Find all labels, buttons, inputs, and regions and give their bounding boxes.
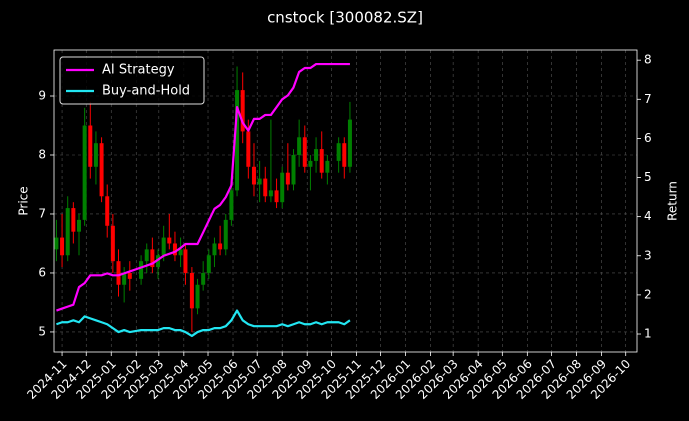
candle-body <box>285 172 290 185</box>
candle-body <box>325 160 330 173</box>
y-tick-label: 8 <box>38 147 46 161</box>
y2-tick-label: 1 <box>644 327 652 341</box>
y-tick-label: 7 <box>38 206 46 220</box>
candle-body <box>161 237 166 256</box>
candle-body <box>88 125 93 167</box>
candle-body <box>240 90 245 132</box>
legend-label: Buy-and-Hold <box>102 84 190 99</box>
y-tick-label: 6 <box>38 265 46 279</box>
candle-body <box>218 243 223 250</box>
y-tick-label: 5 <box>38 324 46 338</box>
candle-body <box>82 125 87 220</box>
candle-body <box>268 190 273 197</box>
candle-body <box>172 243 177 256</box>
y2-tick-label: 7 <box>644 92 652 106</box>
candle-body <box>212 243 217 256</box>
candle-body <box>195 284 200 309</box>
y2-tick-label: 4 <box>644 209 652 223</box>
candle-body <box>246 131 251 167</box>
candle-body <box>314 149 319 161</box>
candle-body <box>229 190 234 220</box>
candle-body <box>116 261 121 285</box>
candle-body <box>156 255 161 268</box>
y2-tick-label: 3 <box>644 248 652 262</box>
candle-body <box>178 249 183 256</box>
chart-title: cnstock [300082.SZ] <box>267 9 423 27</box>
y2-tick-label: 6 <box>644 131 652 145</box>
candle-body <box>347 119 352 167</box>
candle-body <box>65 208 70 256</box>
candle-body <box>297 137 302 155</box>
legend-box <box>59 56 205 105</box>
candle-body <box>54 237 59 250</box>
candle-body <box>71 208 76 232</box>
candle-body <box>308 160 313 167</box>
y-axis-label: Price <box>17 186 31 215</box>
candle-body <box>302 137 307 167</box>
candle-body <box>122 272 127 285</box>
candle-body <box>257 178 262 185</box>
candle-body <box>206 255 211 273</box>
candle-body <box>60 237 65 256</box>
y2-axis-label: Return <box>666 181 680 221</box>
candle-body <box>139 261 144 279</box>
candle-body <box>251 166 256 185</box>
candle-body <box>93 143 98 167</box>
candle-body <box>150 249 155 268</box>
y2-tick-label: 5 <box>644 170 652 184</box>
candle-body <box>223 219 228 250</box>
candle-body <box>144 249 149 262</box>
candle-body <box>319 149 324 173</box>
candle-body <box>76 219 81 232</box>
candle-body <box>336 143 341 161</box>
candle-body <box>127 272 132 279</box>
y2-tick-label: 2 <box>644 287 652 301</box>
candle-body <box>167 237 172 244</box>
legend-label: AI Strategy <box>102 63 175 78</box>
candle-body <box>105 196 110 226</box>
candle-body <box>183 249 188 273</box>
candle-body <box>235 90 240 191</box>
y-tick-label: 9 <box>38 89 46 103</box>
line-series <box>56 309 351 338</box>
y2-tick-label: 8 <box>644 53 652 67</box>
line-series <box>56 62 350 312</box>
candle-body <box>280 172 285 203</box>
plot-frame <box>53 49 638 353</box>
candle-body <box>291 154 296 185</box>
candle-body <box>263 178 268 197</box>
candle-body <box>99 143 104 197</box>
candle-body <box>189 272 194 309</box>
candle-body <box>274 190 279 203</box>
candle-body <box>342 143 347 167</box>
candle-body <box>110 225 115 262</box>
candle-body <box>201 272 206 285</box>
